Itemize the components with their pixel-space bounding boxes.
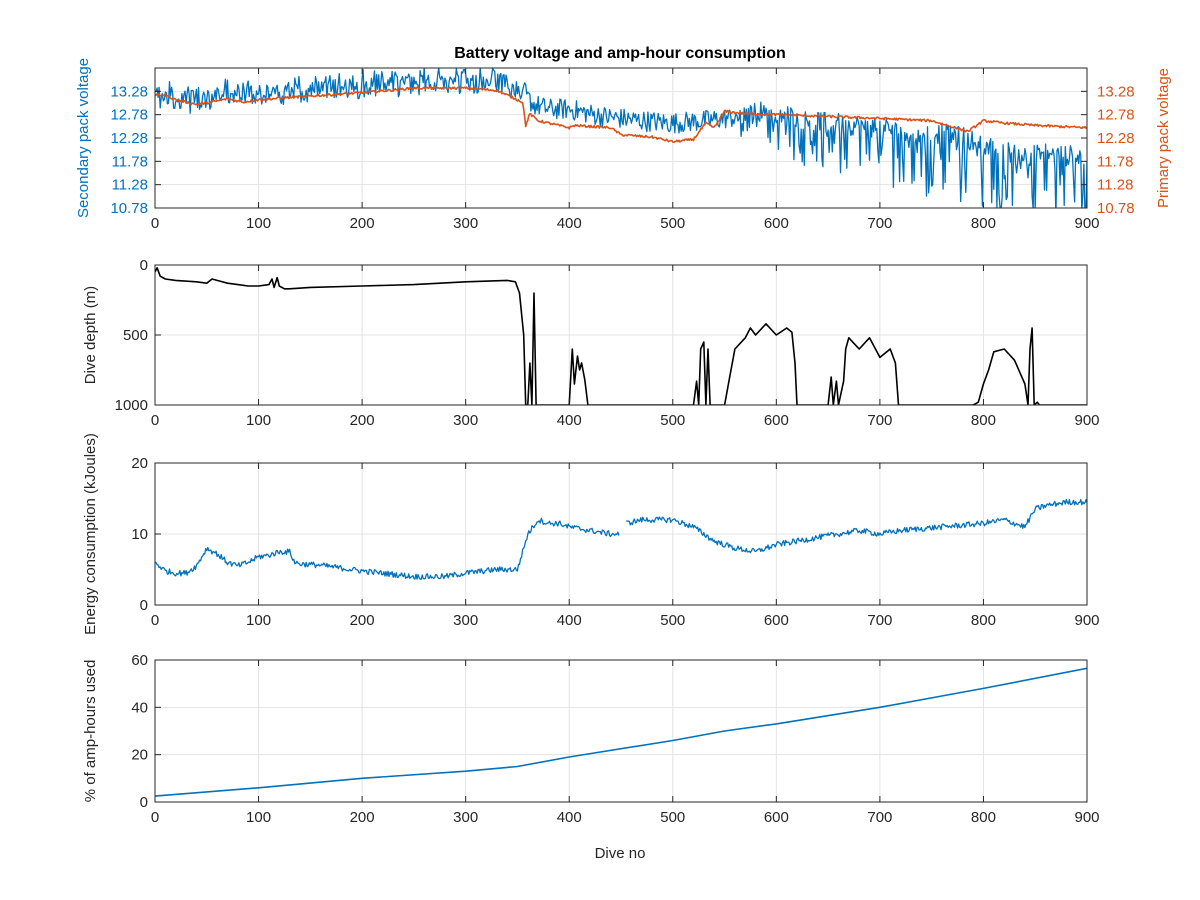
y-tick-label-right: 13.28	[1097, 83, 1135, 100]
y-tick-label: 13.28	[110, 83, 148, 100]
y-tick-label: 20	[131, 747, 148, 764]
y-axis-label: Dive depth (m)	[82, 286, 99, 384]
y-tick-label: 12.78	[110, 107, 148, 124]
x-tick-label: 200	[350, 809, 375, 826]
y-tick-label: 0	[140, 597, 148, 614]
x-tick-label: 100	[246, 215, 271, 232]
x-tick-label: 900	[1074, 809, 1099, 826]
y-tick-label: 1000	[115, 397, 148, 414]
x-tick-label: 700	[867, 612, 892, 629]
figure-title: Battery voltage and amp-hour consumption	[454, 45, 786, 62]
series-line-1	[155, 667, 1087, 797]
y-tick-label: 500	[123, 327, 148, 344]
x-tick-label: 700	[867, 809, 892, 826]
series-line-2	[155, 86, 1087, 143]
x-tick-label: 400	[557, 809, 582, 826]
x-tick-label: 100	[246, 612, 271, 629]
y-tick-label-right: 12.78	[1097, 107, 1135, 124]
x-tick-label: 900	[1074, 215, 1099, 232]
x-tick-label: 800	[971, 215, 996, 232]
y-tick-label-right: 11.28	[1097, 177, 1133, 194]
y-axis-label-right: Primary pack voltage	[1155, 68, 1172, 208]
axes-box	[154, 659, 1088, 803]
x-tick-label: 300	[453, 412, 478, 429]
x-tick-label: 500	[660, 215, 685, 232]
y-tick-label: 11.28	[112, 177, 148, 194]
x-tick-label: 0	[151, 612, 159, 629]
x-tick-label: 600	[764, 612, 789, 629]
x-tick-label: 300	[453, 612, 478, 629]
y-axis-label: Secondary pack voltage	[75, 58, 92, 218]
x-tick-label: 800	[971, 612, 996, 629]
x-tick-label: 0	[151, 809, 159, 826]
y-axis-label: Energy consumption (kJoules)	[82, 433, 99, 635]
y-tick-label: 11.78	[112, 153, 148, 170]
series-line-1	[155, 68, 1087, 208]
x-tick-label: 500	[660, 412, 685, 429]
subplot-2: 0 100 200 300 400 500 600 700 800 900 0 500 1000 Dive…	[82, 257, 1100, 429]
x-tick-label: 100	[246, 809, 271, 826]
y-tick-label-right: 10.78	[1097, 200, 1135, 217]
x-tick-label: 900	[1074, 612, 1099, 629]
series-line-1	[626, 498, 1087, 554]
series-line-1	[155, 517, 620, 580]
subplot-3: 0 100 200 300 400 500 600 700 800 900 0 10 20 Energy …	[82, 433, 1100, 635]
x-tick-label: 600	[764, 412, 789, 429]
x-tick-label: 700	[867, 412, 892, 429]
x-tick-label: 400	[557, 412, 582, 429]
x-tick-label: 600	[764, 215, 789, 232]
y-tick-label: 10	[131, 526, 148, 543]
x-tick-label: 400	[557, 612, 582, 629]
subplot-4: 0 100 200 300 400 500 600 700 800 900 0 20 40 60 % of …	[82, 652, 1100, 826]
x-tick-label: 0	[151, 412, 159, 429]
y-axis-label: % of amp-hours used	[82, 660, 99, 803]
x-tick-label: 200	[350, 412, 375, 429]
x-tick-label: 500	[660, 809, 685, 826]
x-tick-label: 700	[867, 215, 892, 232]
series-line-1	[155, 267, 1087, 405]
x-tick-label: 800	[971, 412, 996, 429]
x-tick-label: 200	[350, 612, 375, 629]
y-tick-label: 12.28	[110, 130, 148, 147]
y-tick-label: 0	[140, 794, 148, 811]
x-tick-label: 500	[660, 612, 685, 629]
y-tick-label: 10.78	[110, 200, 148, 217]
y-tick-label-right: 11.78	[1097, 153, 1133, 170]
x-tick-label: 400	[557, 215, 582, 232]
x-tick-label: 300	[453, 809, 478, 826]
x-tick-label: 900	[1074, 412, 1099, 429]
y-tick-label: 20	[131, 455, 148, 472]
y-tick-label: 0	[140, 257, 148, 274]
y-tick-label-right: 12.28	[1097, 130, 1135, 147]
x-tick-label: 300	[453, 215, 478, 232]
x-tick-label: 0	[151, 215, 159, 232]
x-axis-label: Dive no	[595, 845, 646, 862]
x-tick-label: 200	[350, 215, 375, 232]
x-tick-label: 800	[971, 809, 996, 826]
x-tick-label: 600	[764, 809, 789, 826]
x-tick-label: 100	[246, 412, 271, 429]
y-tick-label: 40	[131, 699, 148, 716]
y-tick-label: 60	[131, 652, 148, 669]
